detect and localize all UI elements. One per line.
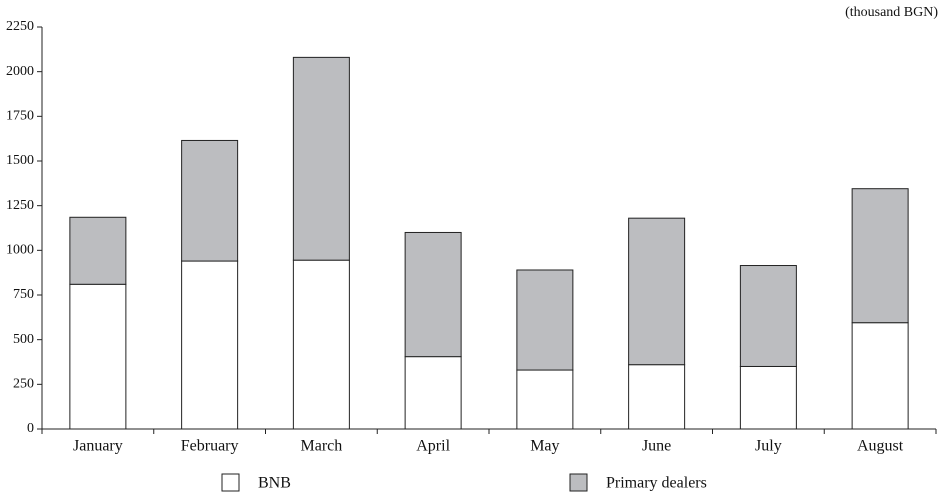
bar-segment (851, 322, 909, 430)
x-tick-label: February (181, 438, 239, 455)
bar-segment (404, 231, 462, 358)
y-tick-label: 2250 (6, 19, 34, 34)
y-tick-label: 1750 (6, 109, 34, 124)
x-tick-label: July (755, 438, 782, 455)
bar-segment (739, 365, 797, 430)
y-tick-label: 750 (13, 287, 34, 302)
bar-segment (181, 139, 239, 262)
unit-label: (thousand BGN) (845, 5, 938, 20)
legend-swatch (221, 473, 240, 492)
x-tick-label: May (530, 438, 559, 455)
y-tick-label: 2000 (6, 64, 34, 79)
legend-swatch (569, 473, 588, 492)
bar-segment (851, 188, 909, 324)
bar-segment (516, 269, 574, 371)
y-tick-label: 1000 (6, 243, 34, 258)
y-tick-label: 1500 (6, 153, 34, 168)
x-tick-label: January (73, 438, 123, 455)
legend-label: BNB (258, 475, 291, 492)
legend-label: Primary dealers (606, 475, 707, 492)
y-tick-label: 1250 (6, 198, 34, 213)
y-tick-label: 0 (27, 421, 34, 436)
bar-segment (69, 283, 127, 430)
bar-segment (292, 56, 350, 261)
bar-segment (516, 369, 574, 430)
bar-segment (628, 217, 686, 366)
y-tick-label: 500 (13, 332, 34, 347)
bar-segment (739, 265, 797, 367)
bar-segment (69, 216, 127, 285)
x-tick-label: August (857, 438, 904, 455)
x-tick-label: June (642, 438, 671, 455)
x-tick-label: April (416, 438, 450, 455)
y-tick-label: 250 (13, 377, 34, 392)
x-tick-label: March (300, 438, 342, 455)
bar-segment (404, 356, 462, 430)
bar-segment (181, 260, 239, 430)
bar-segment (292, 259, 350, 430)
bar-segment (628, 364, 686, 430)
